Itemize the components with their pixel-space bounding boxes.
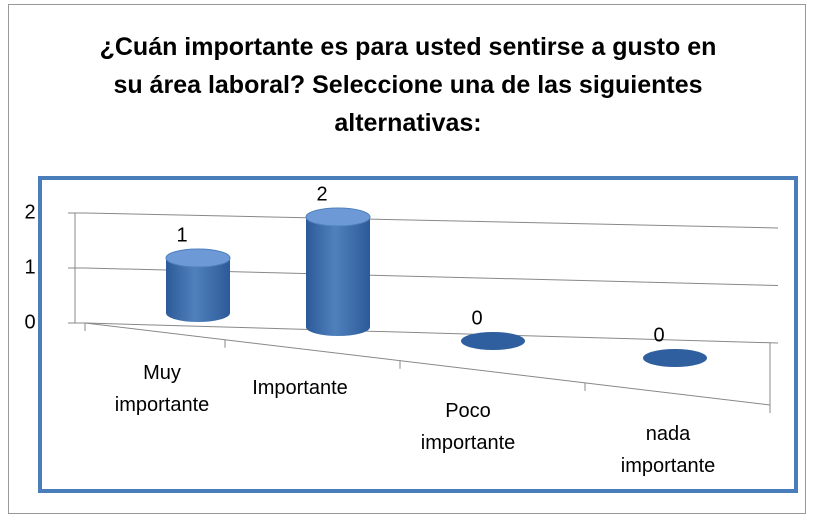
grid-line [75,322,779,344]
cylinder [165,248,231,322]
cylinder-top [305,207,371,227]
data-label: 0 [653,324,664,346]
cylinder-body [306,217,370,336]
cylinder [643,349,707,367]
frame [8,4,806,514]
cylinder-top [461,332,525,350]
data-label: 2 [316,183,327,205]
chart-title: ¿Cuán importante es para usted sentirse … [99,33,717,137]
cylinder-top [165,248,231,268]
x-tick-label: Importante [252,377,348,399]
y-tick-label: 1 [24,256,35,278]
grid-line [75,267,779,286]
x-tick-label: Poco importante [420,400,516,454]
data-label: 1 [176,224,187,246]
data-label: 0 [471,307,482,329]
cylinder-top [643,349,707,367]
cylinder-body [166,258,230,322]
x-tick-label: nada importante [620,423,716,477]
cylinder [305,207,371,336]
y-tick-label: 2 [24,201,35,223]
chart-area [38,176,798,493]
y-tick-label: 0 [24,311,35,333]
grid-line [75,212,779,229]
axis-line [84,322,771,406]
x-tick-label: Muy importante [114,362,210,416]
cylinder [461,332,525,350]
